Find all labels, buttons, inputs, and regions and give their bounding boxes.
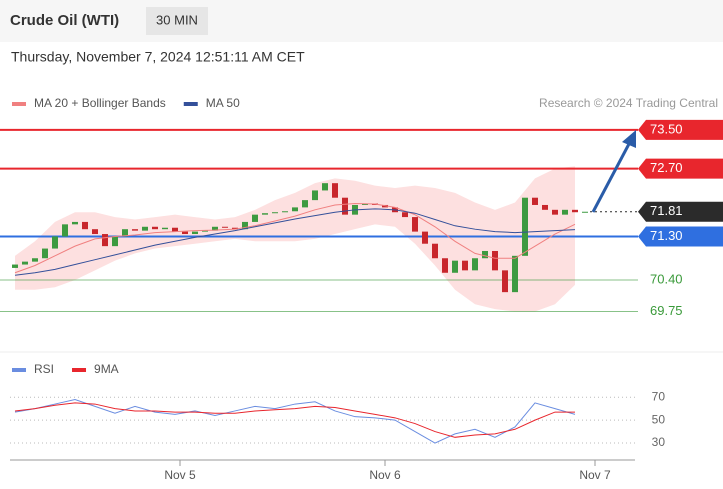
indicator-line [14,402,575,438]
level-label: 73.50 [650,121,683,136]
candle [572,209,578,213]
candle [302,200,308,208]
candle [62,224,68,237]
ma-line [14,208,576,276]
x-tick-label: Nov 6 [369,468,401,482]
x-tick-label: Nov 7 [579,468,611,482]
ma-line [14,203,576,274]
candle [342,197,348,215]
candle [412,217,418,232]
candle [442,258,448,273]
legend-swatch [12,368,26,372]
candle [212,226,218,231]
candle [252,214,258,222]
indicator-line [14,398,576,444]
credit: Research © 2024 Trading Central [539,96,718,110]
candle [432,243,438,259]
level-label-box [638,158,723,179]
candle [292,207,298,212]
candle [272,212,278,214]
candle [192,231,198,235]
level-label: 70.40 [650,271,683,286]
candle [472,258,478,271]
y-tick-label: 70 [652,389,666,403]
level-label: 72.70 [650,160,683,175]
legend-label: MA 50 [206,96,240,110]
legend-label: 9MA [94,362,119,376]
candle [582,211,588,213]
candle [282,211,288,213]
candle [82,221,88,230]
plot-layer: 73.50 72.70 71.81 71.30 70.40 69.75 MA 20 + Bo… [0,96,723,482]
legend-swatch [72,368,87,372]
level-label: 69.75 [650,303,683,318]
x-tick-label: Nov 5 [164,468,196,482]
timeframe-badge [146,7,208,35]
level-label-box [638,119,723,140]
y-tick-label: 50 [652,412,666,426]
candle [482,250,488,259]
level-label-box [638,201,723,222]
candle [32,258,38,262]
candle [562,209,568,215]
candle [542,204,548,210]
legend-swatch [183,102,198,106]
bollinger-band [15,166,575,312]
y-tick-label: 30 [652,435,666,449]
candle [402,212,408,218]
level-label: 71.81 [650,203,683,218]
candle [152,226,158,230]
forecast-arrow-head [622,130,636,148]
level-label-box [638,226,723,247]
candle [242,221,248,230]
level-label: 71.30 [650,228,683,243]
candle [552,209,558,215]
candle [12,264,18,268]
candle [132,229,138,231]
candle [262,213,268,215]
candle [502,270,508,293]
legend-label: MA 20 + Bollinger Bands [34,96,166,110]
legend-label: RSI [34,362,54,376]
candle [102,234,108,247]
candle [202,230,208,232]
candle [142,226,148,231]
candle [92,229,98,235]
candle [532,197,538,205]
candle [112,236,118,247]
candle [322,183,328,191]
candle [492,250,498,271]
candle [522,197,528,256]
timeframe: 30 MIN [156,12,198,27]
forecast-arrow [591,141,632,213]
legend-swatch [12,102,26,106]
candle [72,221,78,225]
candle [332,183,338,198]
candle [422,231,428,244]
candle [222,226,228,228]
candle [512,255,518,293]
datetime: Thursday, November 7, 2024 12:51:11 AM C… [11,49,305,65]
candle [182,231,188,235]
instrument-title: Crude Oil (WTI) [10,12,119,29]
candle [162,227,168,230]
candle [312,190,318,201]
candle [22,261,28,265]
candle [122,229,128,237]
candle [42,248,48,259]
header-bar [0,0,723,42]
candle [52,236,58,249]
candle [172,227,178,232]
candle [452,260,458,273]
candle [232,227,238,230]
candle [462,260,468,271]
